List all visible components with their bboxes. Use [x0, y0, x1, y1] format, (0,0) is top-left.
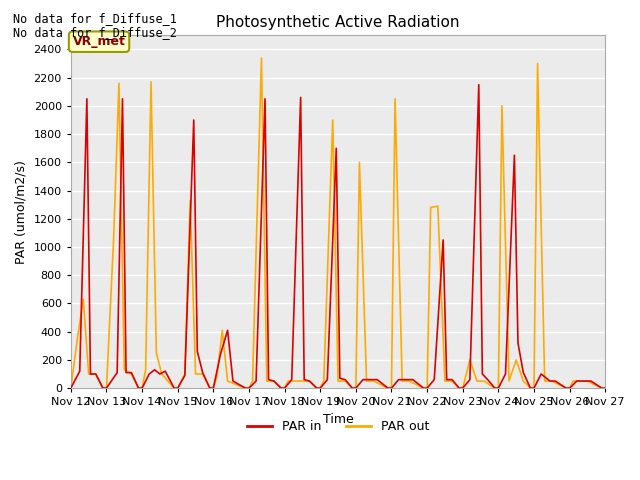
PAR out [67, 385, 75, 391]
Text: No data for f_Diffuse_2: No data for f_Diffuse_2 [13, 26, 177, 39]
Legend: PAR in, PAR out: PAR in, PAR out [242, 415, 435, 438]
PAR out [329, 117, 337, 123]
Text: No data for f_Diffuse_1: No data for f_Diffuse_1 [13, 12, 177, 25]
PAR out [245, 385, 253, 391]
Text: VR_met: VR_met [72, 35, 125, 48]
Title: Photosynthetic Active Radiation: Photosynthetic Active Radiation [216, 15, 460, 30]
X-axis label: Time: Time [323, 413, 353, 426]
PAR out [213, 374, 221, 380]
PAR in [67, 385, 75, 391]
PAR in [122, 370, 130, 375]
PAR out [147, 79, 155, 85]
PAR in [602, 385, 609, 391]
PAR in [475, 82, 483, 88]
PAR in [83, 96, 91, 102]
PAR out [570, 378, 577, 384]
PAR out [602, 385, 609, 391]
PAR in [520, 370, 527, 375]
PAR in [92, 371, 100, 377]
PAR in [316, 385, 324, 391]
PAR out [218, 327, 226, 333]
Line: PAR out: PAR out [71, 58, 605, 388]
PAR out [258, 55, 266, 61]
Y-axis label: PAR (umol/m2/s): PAR (umol/m2/s) [15, 160, 28, 264]
PAR in [479, 371, 486, 377]
Line: PAR in: PAR in [71, 85, 605, 388]
